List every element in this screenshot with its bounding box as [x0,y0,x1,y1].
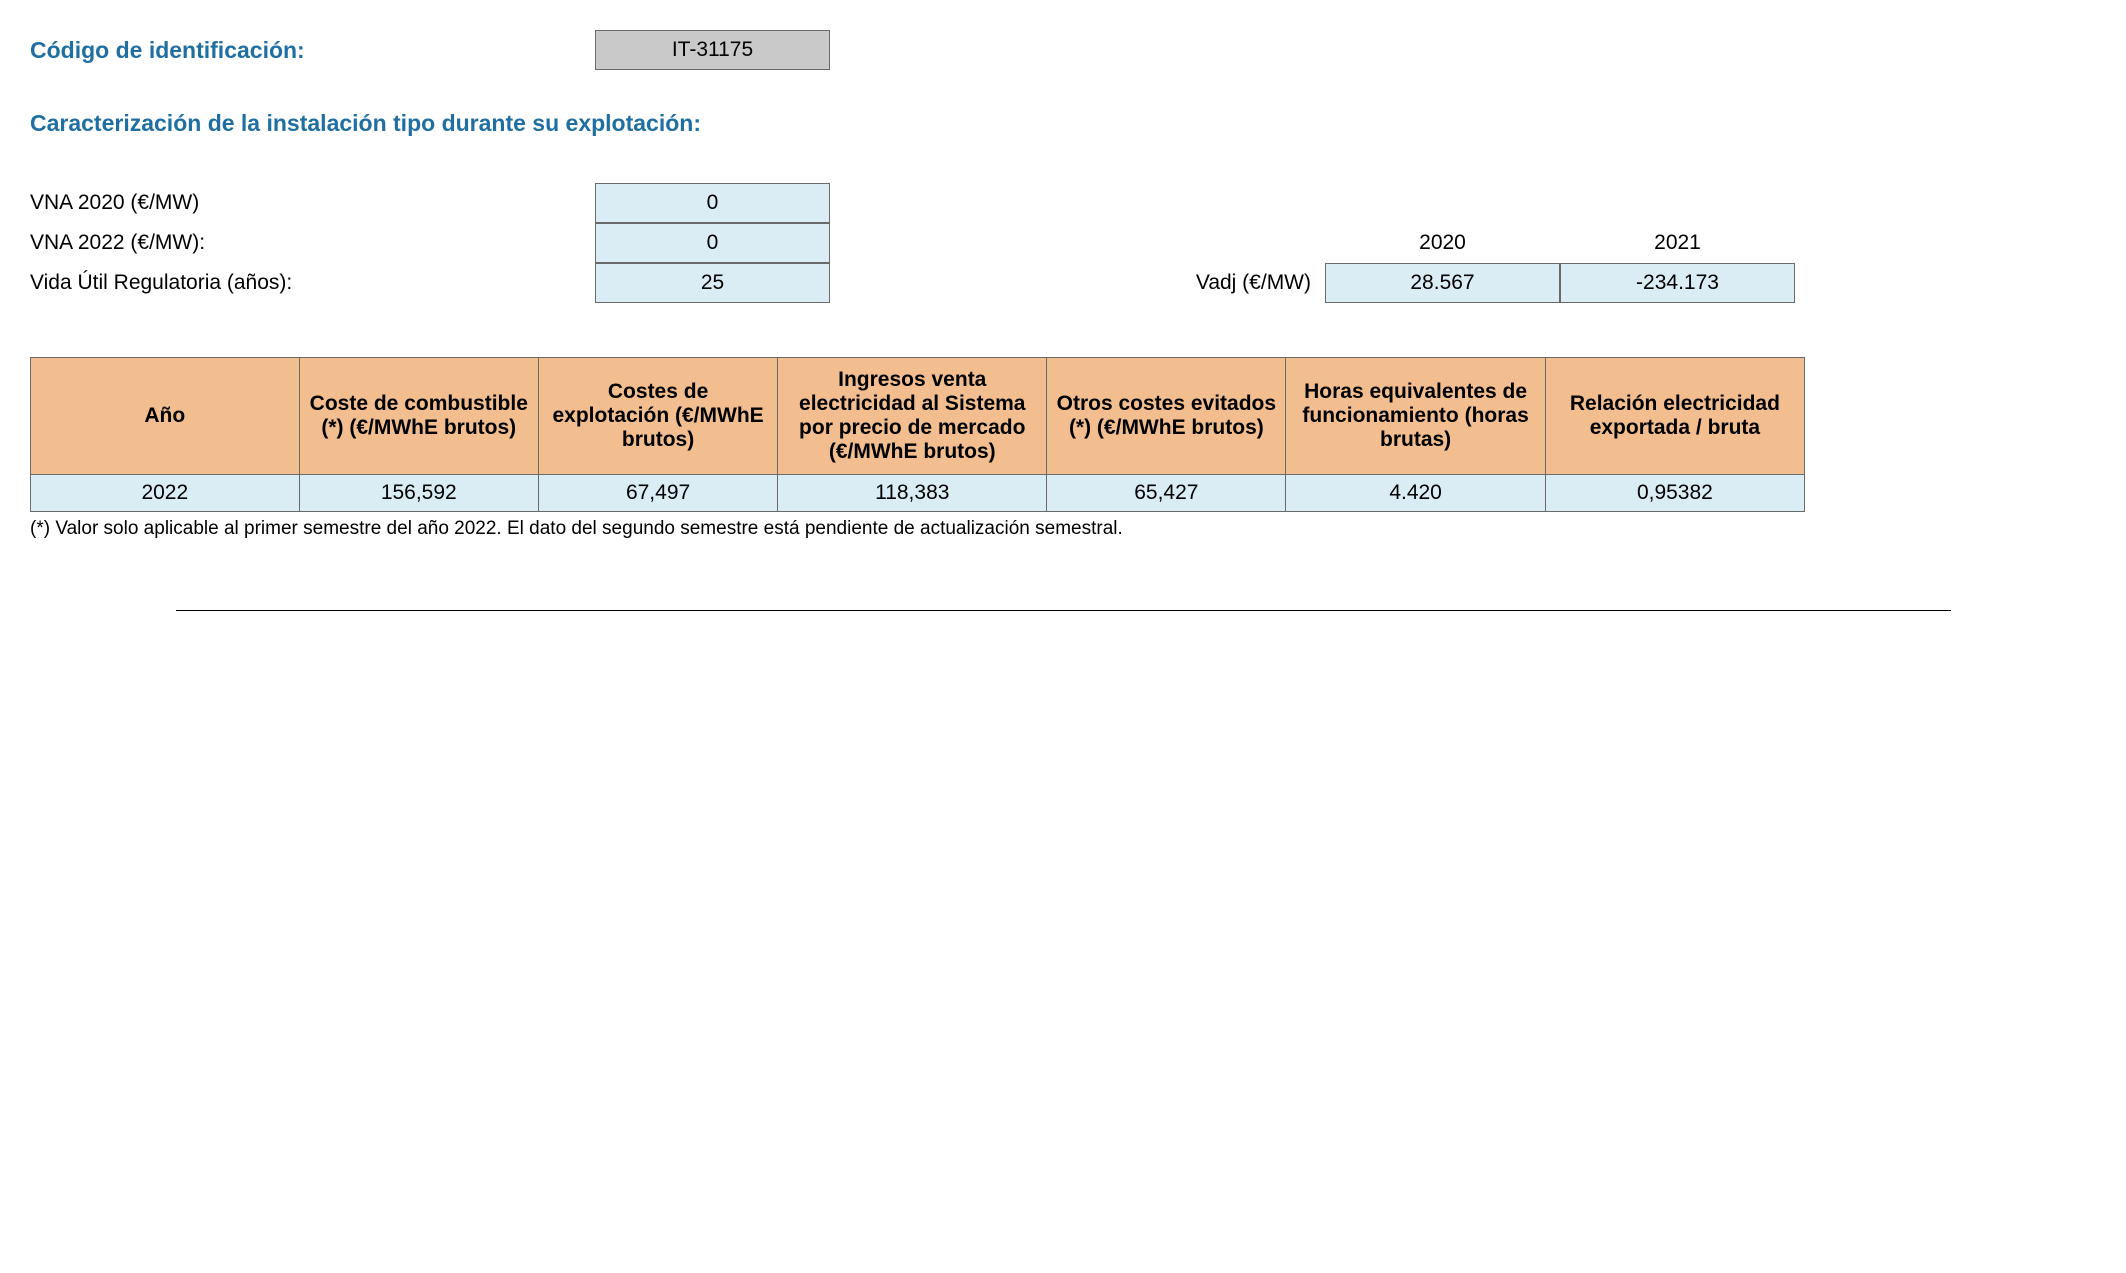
td-coste-expl: 67,497 [538,475,777,512]
td-horas: 4.420 [1286,475,1545,512]
vadj-2020: 28.567 [1325,263,1560,303]
table-footnote: (*) Valor solo aplicable al primer semes… [30,518,2096,540]
vna2022-value: 0 [595,223,830,263]
data-table: Año Coste de combustible (*) (€/MWhE bru… [30,357,1805,512]
th-horas: Horas equivalentes de funcionamiento (ho… [1286,358,1545,475]
th-ano: Año [31,358,300,475]
vna2022-label: VNA 2022 (€/MW): [30,225,595,261]
th-coste-comb: Coste de combustible (*) (€/MWhE brutos) [299,358,538,475]
vadj-label: Vadj (€/MW) [1150,265,1325,301]
th-coste-expl: Costes de explotación (€/MWhE brutos) [538,358,777,475]
codigo-value-box: IT-31175 [595,30,830,70]
vna2020-value: 0 [595,183,830,223]
table-header-row: Año Coste de combustible (*) (€/MWhE bru… [31,358,1805,475]
td-ingresos: 118,383 [778,475,1047,512]
table-row: 2022 156,592 67,497 118,383 65,427 4.420… [31,475,1805,512]
year-2020-header: 2020 [1325,225,1560,261]
vna2020-label: VNA 2020 (€/MW) [30,185,595,221]
td-coste-comb: 156,592 [299,475,538,512]
td-ano: 2022 [31,475,300,512]
vadj-2021: -234.173 [1560,263,1795,303]
th-otros: Otros costes evitados (*) (€/MWhE brutos… [1047,358,1286,475]
year-2021-header: 2021 [1560,225,1795,261]
td-otros: 65,427 [1047,475,1286,512]
vida-label: Vida Útil Regulatoria (años): [30,265,595,301]
vida-value: 25 [595,263,830,303]
td-relacion: 0,95382 [1545,475,1804,512]
params-grid: VNA 2020 (€/MW) 0 VNA 2022 (€/MW): 0 202… [30,183,2096,303]
th-relacion: Relación electricidad exportada / bruta [1545,358,1804,475]
codigo-label: Código de identificación: [30,37,595,64]
section2-title: Caracterización de la instalación tipo d… [30,110,2096,137]
th-ingresos: Ingresos venta electricidad al Sistema p… [778,358,1047,475]
divider [176,610,1951,611]
